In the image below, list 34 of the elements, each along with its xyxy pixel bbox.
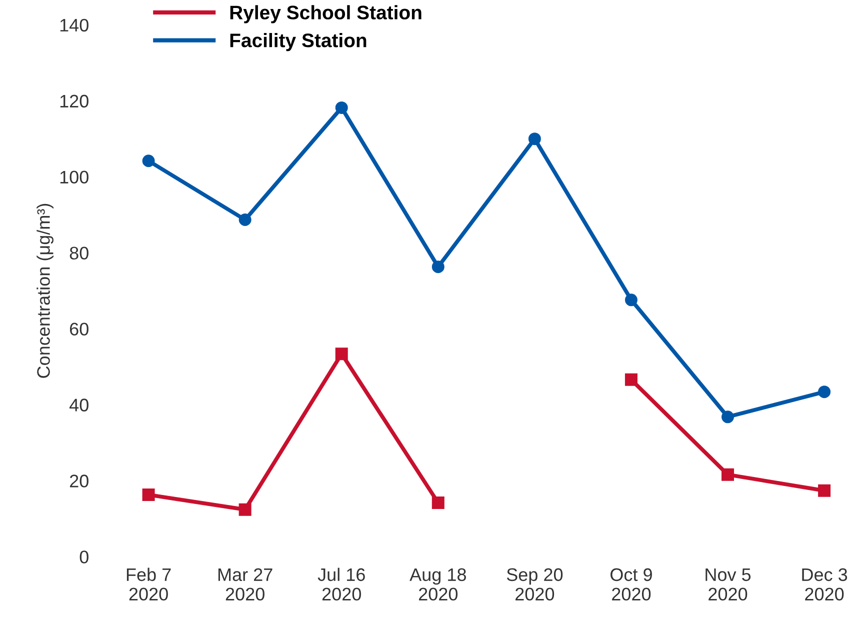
- point: [238, 503, 252, 516]
- y-tick-label: 100: [60, 170, 88, 184]
- point: [142, 488, 155, 502]
- point: [142, 154, 155, 168]
- x-tick-label: Aug 18 2020: [410, 568, 466, 601]
- y-tick-label: 80: [70, 246, 88, 260]
- legend-label: Ryley School Station: [230, 5, 422, 24]
- point: [432, 260, 444, 274]
- point: [238, 214, 252, 226]
- y-tick-label: 40: [69, 398, 88, 412]
- y-tick-label: 120: [60, 94, 88, 108]
- point: [335, 101, 348, 114]
- x-tick-label: Jul 16 2020: [318, 568, 365, 601]
- point: [528, 132, 541, 146]
- point: [722, 468, 734, 481]
- x-tick-label: Feb 7 2020: [126, 568, 171, 601]
- point: [335, 348, 348, 360]
- x-tick-label: Nov 5 2020: [706, 568, 751, 601]
- point: [624, 294, 638, 306]
- x-tick-label: Oct 9 2020: [610, 568, 652, 601]
- point: [818, 484, 831, 497]
- x-tick-label: Mar 27 2020: [218, 568, 272, 601]
- x-tick-label: Sep 20 2020: [506, 568, 563, 601]
- y-tick-label: 140: [60, 18, 88, 32]
- point: [432, 496, 444, 509]
- point: [624, 373, 638, 386]
- legend-label: Facility Station: [230, 33, 366, 52]
- y-tick-label: 0: [80, 550, 88, 564]
- point: [722, 410, 734, 424]
- y-tick-label: 60: [70, 322, 88, 336]
- y-tick-label: 20: [70, 474, 88, 488]
- y-axis-title: Concentration (μg/m³): [36, 204, 54, 378]
- x-tick-label: Dec 3 2020: [802, 568, 848, 601]
- point: [818, 386, 831, 398]
